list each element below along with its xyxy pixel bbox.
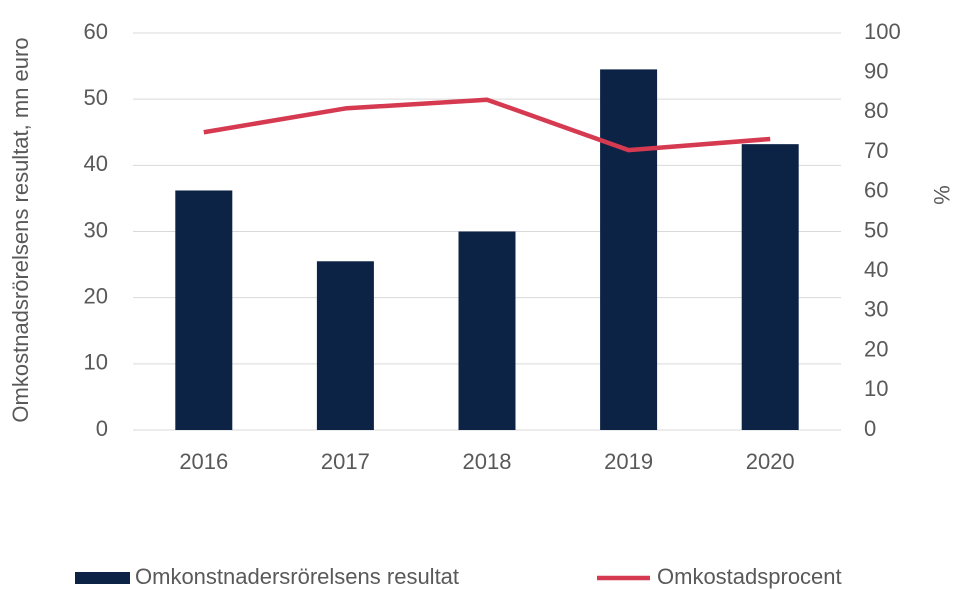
y2-tick-label: 20 <box>864 336 888 361</box>
bar <box>175 190 233 430</box>
y2-tick-label: 40 <box>864 257 888 282</box>
y-tick-label: 20 <box>84 283 108 308</box>
bar <box>458 231 516 430</box>
y-tick-label: 0 <box>96 416 108 441</box>
x-tick-label: 2016 <box>179 449 228 474</box>
y2-tick-label: 30 <box>864 297 888 322</box>
y-tick-label: 40 <box>84 151 108 176</box>
x-tick-label: 2019 <box>604 449 653 474</box>
legend-label: Omkostadsprocent <box>657 564 842 589</box>
y-tick-label: 50 <box>84 85 108 110</box>
y-tick-label: 60 <box>84 19 108 44</box>
y2-tick-label: 100 <box>864 19 901 44</box>
legend-swatch <box>75 572 130 584</box>
x-tick-label: 2020 <box>746 449 795 474</box>
line <box>203 97 771 153</box>
y-tick-label: 30 <box>84 217 108 242</box>
bar <box>741 144 799 430</box>
y2-tick-label: 80 <box>864 98 888 123</box>
x-tick-label: 2018 <box>463 449 512 474</box>
y2-tick-label: 10 <box>864 376 888 401</box>
bar <box>316 261 374 430</box>
x-tick-label: 2017 <box>321 449 370 474</box>
y2-axis-title: % <box>929 185 954 205</box>
y2-tick-label: 90 <box>864 59 888 84</box>
bar <box>600 69 658 431</box>
y2-tick-label: 60 <box>864 178 888 203</box>
y-axis-title: Omkostnadsrörelsens resultat, mn euro <box>8 37 33 422</box>
y2-tick-label: 50 <box>864 217 888 242</box>
y2-tick-label: 0 <box>864 416 876 441</box>
y-tick-label: 10 <box>84 350 108 375</box>
y2-tick-label: 70 <box>864 138 888 163</box>
legend-label: Omkonstnadersrörelsens resultat <box>135 564 459 589</box>
